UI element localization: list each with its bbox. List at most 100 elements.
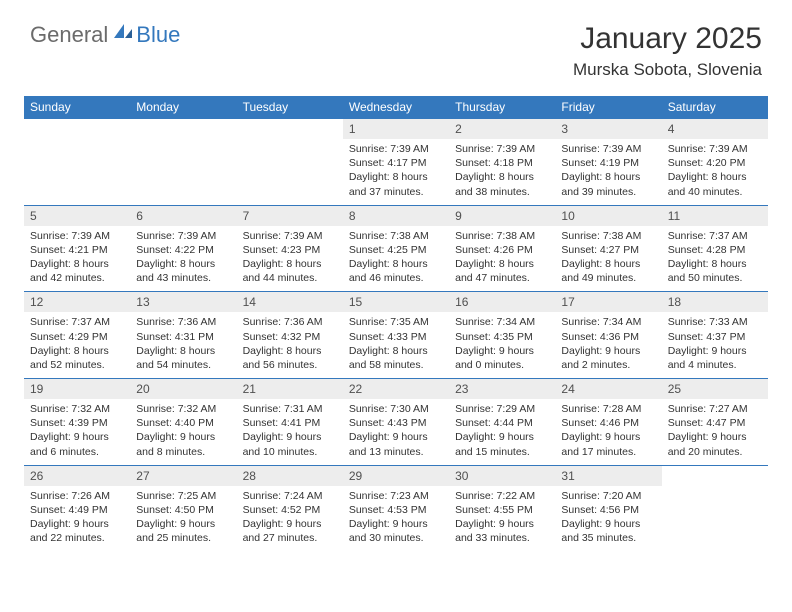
sunrise-line: Sunrise: 7:20 AM [561, 489, 655, 503]
day-number-row: 567891011 [24, 205, 768, 226]
day-detail-cell: Sunrise: 7:37 AMSunset: 4:29 PMDaylight:… [24, 312, 130, 378]
day-header: Wednesday [343, 96, 449, 119]
sunrise-line: Sunrise: 7:38 AM [455, 229, 549, 243]
daylight-line: Daylight: 8 hours and 52 minutes. [30, 344, 124, 372]
daylight-line: Daylight: 8 hours and 56 minutes. [243, 344, 337, 372]
daylight-line: Daylight: 9 hours and 0 minutes. [455, 344, 549, 372]
day-number-cell: 11 [662, 205, 768, 226]
day-detail-cell: Sunrise: 7:39 AMSunset: 4:17 PMDaylight:… [343, 139, 449, 205]
sunrise-line: Sunrise: 7:36 AM [243, 315, 337, 329]
day-detail-row: Sunrise: 7:26 AMSunset: 4:49 PMDaylight:… [24, 486, 768, 552]
sunset-line: Sunset: 4:33 PM [349, 330, 443, 344]
daylight-line: Daylight: 8 hours and 50 minutes. [668, 257, 762, 285]
sunrise-line: Sunrise: 7:28 AM [561, 402, 655, 416]
daylight-line: Daylight: 8 hours and 43 minutes. [136, 257, 230, 285]
sunset-line: Sunset: 4:53 PM [349, 503, 443, 517]
sunrise-line: Sunrise: 7:22 AM [455, 489, 549, 503]
sunrise-line: Sunrise: 7:39 AM [30, 229, 124, 243]
sunset-line: Sunset: 4:23 PM [243, 243, 337, 257]
sunrise-line: Sunrise: 7:37 AM [30, 315, 124, 329]
day-number-cell: 21 [237, 379, 343, 400]
sunrise-line: Sunrise: 7:39 AM [455, 142, 549, 156]
day-number-cell: 15 [343, 292, 449, 313]
daylight-line: Daylight: 8 hours and 47 minutes. [455, 257, 549, 285]
daylight-line: Daylight: 8 hours and 58 minutes. [349, 344, 443, 372]
sunset-line: Sunset: 4:32 PM [243, 330, 337, 344]
daylight-line: Daylight: 9 hours and 4 minutes. [668, 344, 762, 372]
sunrise-line: Sunrise: 7:38 AM [349, 229, 443, 243]
sunrise-line: Sunrise: 7:29 AM [455, 402, 549, 416]
day-number-cell: 22 [343, 379, 449, 400]
daylight-line: Daylight: 8 hours and 42 minutes. [30, 257, 124, 285]
sunset-line: Sunset: 4:21 PM [30, 243, 124, 257]
day-detail-cell: Sunrise: 7:39 AMSunset: 4:20 PMDaylight:… [662, 139, 768, 205]
sunset-line: Sunset: 4:50 PM [136, 503, 230, 517]
day-detail-cell: Sunrise: 7:39 AMSunset: 4:18 PMDaylight:… [449, 139, 555, 205]
sunset-line: Sunset: 4:31 PM [136, 330, 230, 344]
daylight-line: Daylight: 9 hours and 6 minutes. [30, 430, 124, 458]
daylight-line: Daylight: 8 hours and 44 minutes. [243, 257, 337, 285]
day-header: Monday [130, 96, 236, 119]
daylight-line: Daylight: 9 hours and 8 minutes. [136, 430, 230, 458]
daylight-line: Daylight: 9 hours and 30 minutes. [349, 517, 443, 545]
daylight-line: Daylight: 8 hours and 38 minutes. [455, 170, 549, 198]
sunset-line: Sunset: 4:26 PM [455, 243, 549, 257]
day-number-cell: 14 [237, 292, 343, 313]
day-detail-cell: Sunrise: 7:34 AMSunset: 4:36 PMDaylight:… [555, 312, 661, 378]
day-number-cell: 3 [555, 119, 661, 140]
sunrise-line: Sunrise: 7:23 AM [349, 489, 443, 503]
calendar-table: SundayMondayTuesdayWednesdayThursdayFrid… [24, 96, 768, 552]
sunset-line: Sunset: 4:40 PM [136, 416, 230, 430]
sunrise-line: Sunrise: 7:31 AM [243, 402, 337, 416]
day-detail-cell: Sunrise: 7:39 AMSunset: 4:19 PMDaylight:… [555, 139, 661, 205]
sunset-line: Sunset: 4:39 PM [30, 416, 124, 430]
logo: General Blue [30, 22, 180, 48]
sunset-line: Sunset: 4:41 PM [243, 416, 337, 430]
day-number-cell [24, 119, 130, 140]
daylight-line: Daylight: 8 hours and 40 minutes. [668, 170, 762, 198]
sunset-line: Sunset: 4:29 PM [30, 330, 124, 344]
sunset-line: Sunset: 4:18 PM [455, 156, 549, 170]
day-number-cell [662, 465, 768, 486]
day-detail-cell [237, 139, 343, 205]
sunrise-line: Sunrise: 7:38 AM [561, 229, 655, 243]
sunrise-line: Sunrise: 7:39 AM [561, 142, 655, 156]
sunset-line: Sunset: 4:44 PM [455, 416, 549, 430]
day-header-row: SundayMondayTuesdayWednesdayThursdayFrid… [24, 96, 768, 119]
sunrise-line: Sunrise: 7:39 AM [349, 142, 443, 156]
day-number-cell: 16 [449, 292, 555, 313]
day-detail-cell: Sunrise: 7:38 AMSunset: 4:27 PMDaylight:… [555, 226, 661, 292]
day-number-row: 12131415161718 [24, 292, 768, 313]
sunrise-line: Sunrise: 7:30 AM [349, 402, 443, 416]
daylight-line: Daylight: 8 hours and 54 minutes. [136, 344, 230, 372]
day-detail-cell: Sunrise: 7:28 AMSunset: 4:46 PMDaylight:… [555, 399, 661, 465]
day-number-row: 19202122232425 [24, 379, 768, 400]
day-number-cell: 31 [555, 465, 661, 486]
daylight-line: Daylight: 9 hours and 35 minutes. [561, 517, 655, 545]
daylight-line: Daylight: 9 hours and 25 minutes. [136, 517, 230, 545]
sunrise-line: Sunrise: 7:26 AM [30, 489, 124, 503]
day-detail-cell: Sunrise: 7:38 AMSunset: 4:25 PMDaylight:… [343, 226, 449, 292]
daylight-line: Daylight: 8 hours and 37 minutes. [349, 170, 443, 198]
day-number-cell: 28 [237, 465, 343, 486]
day-detail-cell: Sunrise: 7:23 AMSunset: 4:53 PMDaylight:… [343, 486, 449, 552]
daylight-line: Daylight: 9 hours and 2 minutes. [561, 344, 655, 372]
day-detail-cell [130, 139, 236, 205]
day-number-cell: 5 [24, 205, 130, 226]
sunrise-line: Sunrise: 7:24 AM [243, 489, 337, 503]
day-header: Saturday [662, 96, 768, 119]
month-title: January 2025 [573, 22, 762, 56]
day-header: Sunday [24, 96, 130, 119]
day-detail-cell [24, 139, 130, 205]
daylight-line: Daylight: 9 hours and 22 minutes. [30, 517, 124, 545]
day-number-cell: 19 [24, 379, 130, 400]
day-number-row: 262728293031 [24, 465, 768, 486]
sunset-line: Sunset: 4:56 PM [561, 503, 655, 517]
day-detail-cell: Sunrise: 7:32 AMSunset: 4:40 PMDaylight:… [130, 399, 236, 465]
sunrise-line: Sunrise: 7:39 AM [668, 142, 762, 156]
day-detail-cell [662, 486, 768, 552]
sunset-line: Sunset: 4:46 PM [561, 416, 655, 430]
day-detail-row: Sunrise: 7:39 AMSunset: 4:21 PMDaylight:… [24, 226, 768, 292]
day-number-cell: 10 [555, 205, 661, 226]
day-number-cell: 2 [449, 119, 555, 140]
